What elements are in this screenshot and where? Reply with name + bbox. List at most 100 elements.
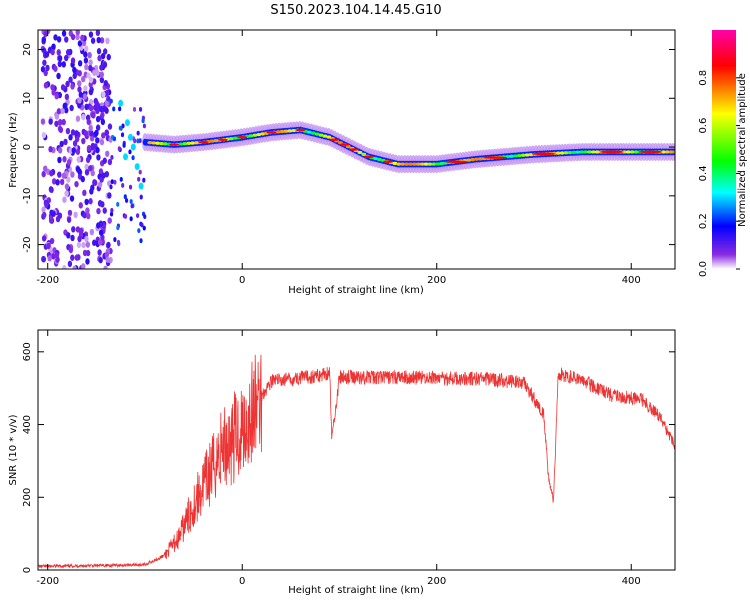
heatmap-cell — [57, 156, 62, 164]
heatmap-cell — [90, 169, 95, 177]
heatmap-cell — [75, 115, 81, 122]
heatmap-cell — [88, 124, 93, 132]
heatmap-cell — [88, 64, 93, 72]
heatmap-cell — [400, 162, 406, 166]
heatmap-cell — [74, 180, 79, 188]
heatmap-cell — [66, 216, 72, 223]
heatmap-cell — [107, 123, 113, 130]
heatmap-cell — [83, 130, 88, 137]
heatmap-cell — [71, 147, 76, 154]
heatmap-cell — [96, 154, 101, 161]
heatmap-cell — [123, 214, 128, 219]
heatmap-cell — [143, 214, 147, 220]
heatmap-cell — [98, 256, 103, 264]
heatmap-cell — [107, 158, 113, 166]
heatmap-cell — [57, 55, 63, 62]
heatmap-cell — [82, 189, 87, 197]
heatmap-cell — [72, 140, 78, 147]
heatmap-cell — [106, 241, 111, 249]
heatmap-cell — [579, 150, 585, 154]
heatmap-cell — [587, 150, 592, 154]
heatmap-cell — [123, 153, 129, 161]
heatmap-cell — [44, 51, 50, 58]
heatmap-cell — [638, 150, 663, 154]
heatmap-cell — [104, 251, 110, 259]
heatmap-cell — [88, 31, 94, 38]
heatmap-cell — [70, 171, 75, 178]
heatmap-cell — [361, 152, 367, 156]
heatmap-cell — [61, 118, 66, 126]
heatmap-cell — [279, 129, 285, 134]
colorbar: 0.0 0.2 0.4 0.6 0.8 Normalized spectral ampl… — [698, 30, 748, 277]
heatmap-cell — [229, 137, 234, 141]
heatmap-cell — [43, 69, 48, 77]
heatmap-cell — [64, 36, 69, 43]
heatmap-cell — [61, 30, 67, 37]
heatmap-cell — [62, 264, 67, 269]
heatmap-cell — [84, 103, 89, 111]
heatmap-cell — [72, 66, 77, 74]
heatmap-cell — [47, 255, 52, 262]
heatmap-cell — [77, 70, 82, 77]
heatmap-cell — [275, 130, 281, 134]
heatmap-cell — [70, 83, 75, 90]
heatmap-cell — [101, 91, 106, 98]
heatmap-cell — [94, 100, 99, 107]
heatmap-cell — [112, 106, 116, 112]
heatmap-cell — [87, 51, 92, 59]
heatmap-cell — [178, 142, 184, 146]
spectrogram-panel: -200 0 200 400 -20 -10 0 10 20 Height of straig… — [8, 29, 676, 296]
heatmap-cell — [64, 190, 69, 197]
heatmap-cell — [213, 138, 219, 143]
heatmap-cell — [106, 95, 111, 103]
spectrogram-xtick-label: -200 — [36, 275, 59, 286]
heatmap-cell — [466, 158, 472, 162]
heatmap-cell — [110, 154, 114, 160]
heatmap-cell — [102, 61, 108, 68]
snr-ytick-label: 600 — [22, 342, 33, 361]
heatmap-cell — [668, 150, 674, 154]
heatmap-cell — [97, 181, 103, 188]
heatmap-cell — [57, 60, 63, 68]
heatmap-cell — [622, 150, 627, 154]
heatmap-cell — [139, 238, 143, 244]
heatmap-cell — [660, 150, 666, 154]
heatmap-cell — [411, 162, 417, 166]
heatmap-cell — [252, 133, 258, 137]
heatmap-cell — [63, 138, 68, 146]
heatmap-cell — [629, 150, 635, 154]
heatmap-cell — [137, 176, 141, 182]
heatmap-cell — [136, 213, 140, 219]
heatmap-cell — [49, 209, 54, 216]
heatmap-cell — [109, 98, 113, 104]
heatmap-cell — [186, 141, 192, 146]
heatmap-cell — [61, 172, 67, 179]
snr-xtick-label: 200 — [427, 576, 446, 587]
heatmap-cell — [97, 239, 103, 246]
heatmap-cell — [41, 170, 46, 178]
heatmap-cell — [516, 153, 522, 158]
heatmap-cell — [95, 124, 101, 131]
heatmap-cell — [56, 36, 62, 43]
spectrogram-frame — [37, 29, 676, 270]
heatmap-cell — [89, 135, 95, 142]
heatmap-cell — [116, 201, 120, 207]
heatmap-cell — [396, 162, 402, 166]
heatmap-cell — [85, 249, 91, 257]
heatmap-cell — [102, 157, 107, 164]
heatmap-cell — [56, 72, 61, 80]
heatmap-cell — [59, 178, 65, 186]
heatmap-cell — [98, 168, 104, 175]
heatmap-cell — [118, 125, 122, 131]
colorbar-tick-label: 0.0 — [698, 261, 709, 277]
heatmap-cell — [81, 137, 86, 145]
heatmap-cell — [104, 100, 109, 107]
heatmap-cell — [339, 143, 350, 146]
heatmap-cell — [119, 177, 123, 182]
heatmap-cell — [404, 162, 409, 166]
heatmap-cell — [138, 106, 143, 112]
heatmap-cell — [82, 249, 88, 257]
heatmap-cell — [116, 239, 121, 245]
heatmap-cell — [128, 184, 133, 190]
